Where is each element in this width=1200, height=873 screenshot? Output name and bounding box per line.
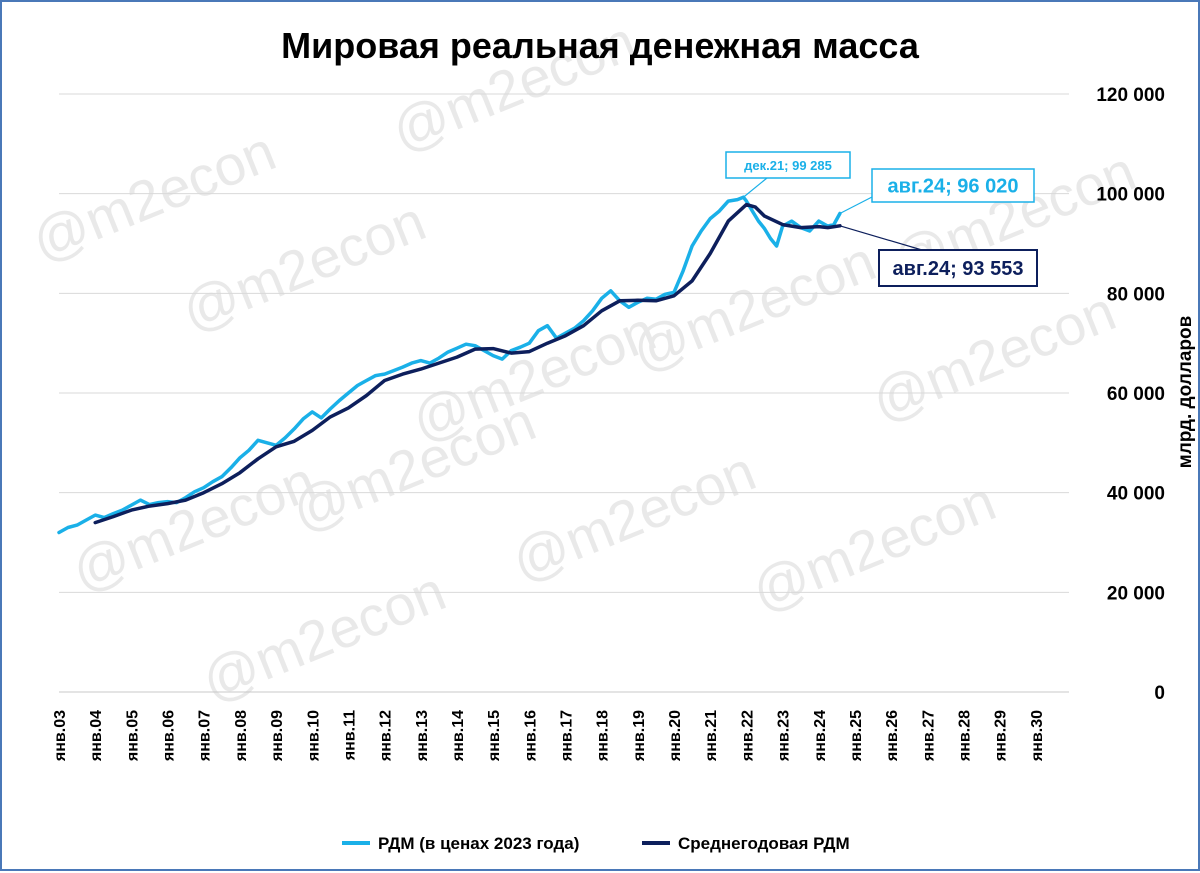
watermark-layer: @m2econ@m2econ@m2econ@m2econ@m2econ@m2ec…	[23, 9, 1144, 713]
x-tick-label: янв.28	[956, 710, 973, 762]
data-label-text: дек.21; 99 285	[744, 158, 832, 173]
x-tick-label: янв.19	[631, 710, 648, 762]
data-label-leader	[839, 196, 873, 215]
x-tick-label: янв.13	[414, 710, 431, 762]
x-tick-label: янв.16	[522, 710, 539, 762]
data-label-leader	[839, 225, 923, 251]
x-tick-label: янв.30	[1029, 710, 1046, 762]
x-tick-label: янв.10	[305, 710, 322, 762]
legend-label: РДМ (в ценах 2023 года)	[378, 834, 579, 853]
x-tick-label: янв.09	[269, 710, 286, 762]
y-tick-label: 20 000	[1107, 583, 1165, 604]
annotation-layer: дек.21; 99 285 авг.24; 96 020 авг.24; 93 5…	[725, 151, 1038, 287]
data-label-leader	[743, 177, 768, 198]
watermark-text: @m2econ	[623, 229, 884, 383]
watermark-text: @m2econ	[193, 559, 454, 713]
x-tick-label: янв.14	[450, 710, 467, 762]
data-label-text: авг.24; 96 020	[888, 176, 1019, 198]
y-tick-label: 100 000	[1096, 185, 1165, 206]
y-axis-label: млрд. долларов	[1175, 316, 1196, 469]
y-axis: 0 20 000 40 000 60 000 80 000 100 000 120 000	[1096, 85, 1165, 704]
x-tick-label: янв.07	[197, 710, 214, 762]
legend: РДМ (в ценах 2023 года) Среднегодовая РДМ	[342, 834, 850, 853]
x-tick-label: янв.23	[776, 710, 793, 762]
x-tick-label: янв.18	[595, 710, 612, 762]
x-tick-label: янв.12	[378, 710, 395, 762]
x-tick-label: янв.26	[884, 710, 901, 762]
watermark-text: @m2econ	[503, 439, 764, 593]
x-tick-label: янв.05	[124, 710, 141, 762]
x-tick-label: янв.29	[993, 710, 1010, 762]
data-label-box	[725, 151, 851, 179]
series-line-average-rdm	[93, 202, 842, 525]
x-tick-label: янв.08	[233, 710, 250, 762]
legend-label: Среднегодовая РДМ	[678, 834, 850, 853]
x-tick-label: янв.21	[703, 710, 720, 762]
data-label-box	[871, 168, 1035, 203]
data-label: дек.21; 99 285	[725, 151, 851, 198]
watermark-text: @m2econ	[63, 449, 324, 603]
data-label: авг.24; 93 553	[839, 225, 1038, 287]
legend-item: РДМ (в ценах 2023 года)	[342, 834, 579, 853]
x-tick-label: янв.24	[812, 710, 829, 762]
x-tick-label: янв.15	[486, 710, 503, 762]
x-tick-label: янв.03	[52, 710, 69, 762]
x-tick-label: янв.20	[667, 710, 684, 762]
x-tick-label: янв.11	[341, 710, 358, 761]
data-label-box	[878, 249, 1038, 287]
x-tick-label: янв.27	[920, 710, 937, 762]
watermark-text: @m2econ	[743, 469, 1004, 623]
grid-layer	[59, 93, 1069, 693]
y-tick-label: 40 000	[1107, 484, 1165, 505]
data-label: авг.24; 96 020	[839, 168, 1035, 215]
y-tick-label: 120 000	[1096, 85, 1165, 106]
watermark-text: @m2econ	[863, 279, 1124, 433]
y-tick-label: 80 000	[1107, 284, 1165, 305]
data-label-text: авг.24; 93 553	[893, 258, 1024, 280]
legend-item: Среднегодовая РДМ	[642, 834, 850, 853]
series-layer	[57, 195, 842, 535]
watermark-text: @m2econ	[173, 189, 434, 343]
x-tick-label: янв.04	[88, 710, 105, 762]
chart-title: Мировая реальная денежная масса	[281, 25, 920, 66]
x-axis: янв.03 янв.04 янв.05 янв.06 янв.07 янв.08 янв.…	[52, 710, 1046, 762]
x-tick-label: янв.25	[848, 710, 865, 762]
x-tick-label: янв.06	[161, 710, 178, 762]
x-tick-label: янв.17	[559, 710, 576, 762]
x-tick-label: янв.22	[739, 710, 756, 762]
watermark-text: @m2econ	[23, 119, 284, 273]
series-line-rdm	[57, 195, 842, 535]
y-tick-label: 60 000	[1107, 384, 1165, 405]
y-tick-label: 0	[1154, 683, 1165, 704]
